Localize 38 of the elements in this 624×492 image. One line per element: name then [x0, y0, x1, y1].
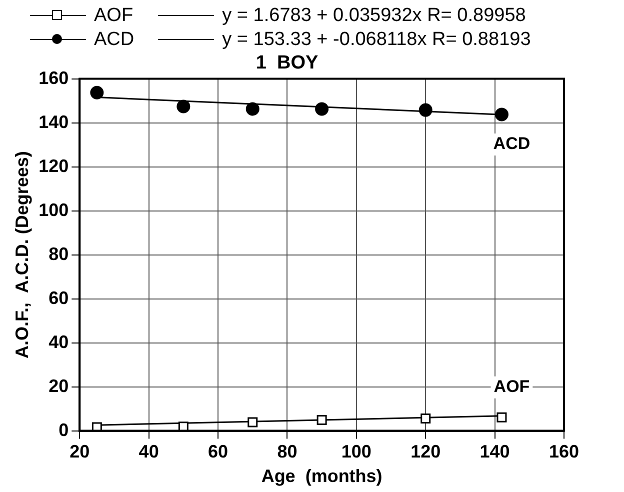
y-tick-label: 20	[48, 376, 69, 396]
point	[496, 412, 507, 422]
y-tick-label: 80	[48, 244, 69, 264]
point	[176, 100, 190, 114]
chart-title: 1 BOY	[256, 52, 318, 74]
point	[418, 103, 432, 117]
legend-label: ACD	[94, 29, 134, 51]
x-tick-label: 100	[341, 442, 372, 462]
point	[494, 108, 508, 122]
y-tick-label: 60	[48, 288, 69, 308]
y-tick-label: 160	[38, 68, 69, 88]
annotation: ACD	[493, 134, 530, 154]
point	[92, 422, 102, 431]
x-tick-label: 40	[138, 442, 159, 462]
x-axis-title: Age (months)	[261, 466, 382, 486]
point	[420, 413, 431, 424]
point	[315, 102, 329, 116]
point	[178, 422, 188, 431]
point	[316, 415, 327, 426]
x-tick-label: 20	[70, 442, 90, 462]
x-tick-label: 160	[548, 442, 580, 462]
legend-label: AOF	[94, 5, 134, 27]
point	[90, 86, 104, 100]
legend-label: y = 1.6783 + 0.035932x R= 0.89958	[222, 5, 526, 27]
y-axis-title: A.O.F., A.C.D. (Degrees)	[12, 151, 32, 358]
y-tick-label: 120	[38, 156, 69, 176]
y-tick-label: 140	[38, 112, 69, 132]
x-tick-label: 80	[277, 442, 298, 462]
annotation: AOF	[494, 377, 530, 396]
point	[246, 102, 260, 116]
x-tick-label: 60	[208, 442, 228, 462]
y-tick-label: 0	[58, 420, 69, 440]
x-tick-label: 140	[480, 442, 510, 462]
legend-label: y = 153.33 + -0.068118x R= 0.88193	[222, 29, 531, 51]
y-tick-label: 40	[48, 332, 69, 352]
x-tick-label: 120	[410, 442, 441, 462]
y-tick-label: 100	[38, 200, 69, 220]
point	[248, 417, 258, 428]
